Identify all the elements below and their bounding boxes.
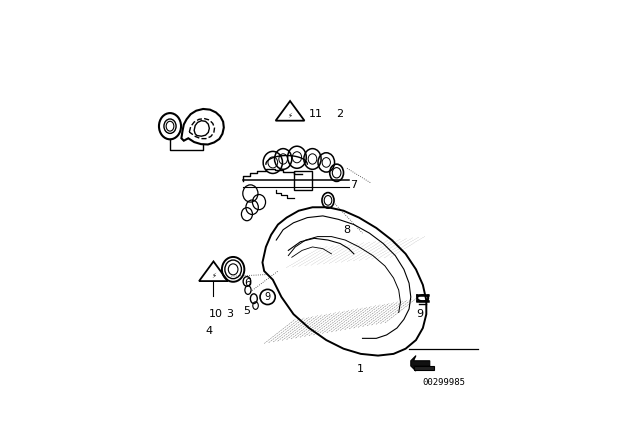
Text: 9: 9 xyxy=(264,292,271,302)
Text: ⚡: ⚡ xyxy=(211,273,216,279)
Text: 10: 10 xyxy=(209,309,223,319)
Text: 8: 8 xyxy=(344,225,351,235)
Text: 00299985: 00299985 xyxy=(422,378,465,387)
Text: 4: 4 xyxy=(205,327,212,336)
Text: ⚡: ⚡ xyxy=(287,113,292,119)
Text: 9: 9 xyxy=(416,309,423,319)
Text: 3: 3 xyxy=(226,309,233,319)
Text: 11: 11 xyxy=(309,109,323,119)
Text: 2: 2 xyxy=(337,109,344,119)
Polygon shape xyxy=(411,356,430,371)
Bar xyxy=(294,171,312,190)
Bar xyxy=(413,366,433,370)
Text: 5: 5 xyxy=(243,306,250,316)
Text: 1: 1 xyxy=(357,364,364,375)
Text: 6: 6 xyxy=(244,278,252,288)
Text: 7: 7 xyxy=(350,180,357,190)
